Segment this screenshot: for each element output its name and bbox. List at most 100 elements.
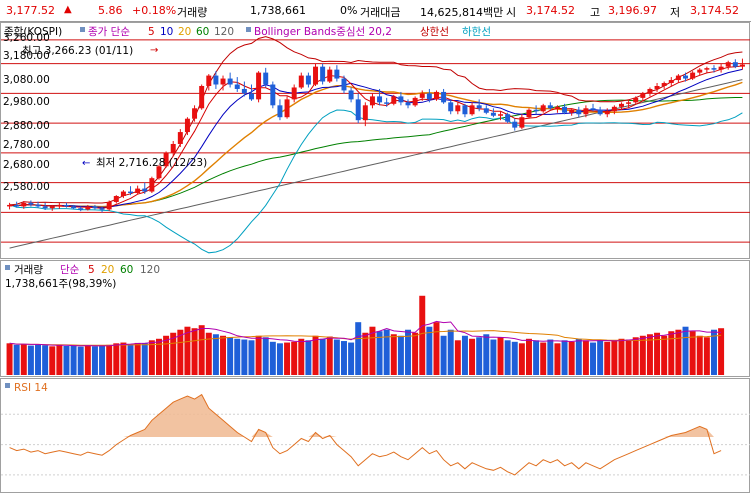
bollinger-lower-line <box>9 109 743 254</box>
volume-bar <box>291 341 298 375</box>
candle-body <box>675 75 681 81</box>
candle-body <box>263 72 269 85</box>
candle-body <box>369 96 375 106</box>
ma-5-label: 5 <box>148 26 155 38</box>
candle-body <box>348 90 354 100</box>
min-price-annotation: 최저 2,716.28 (12/23) <box>96 157 207 169</box>
rsi-panel[interactable] <box>0 378 750 493</box>
volume-bar <box>319 338 326 375</box>
volume-label: 거래량 <box>177 6 208 19</box>
volume-bar <box>127 344 134 375</box>
candle-body <box>270 84 276 106</box>
volume-bar <box>618 338 625 375</box>
candle-body <box>206 75 212 86</box>
arrow-right-icon: → <box>150 45 158 56</box>
bollinger-upper-label: 상한선 <box>420 26 449 38</box>
candle-body <box>490 112 496 116</box>
stock-chart[interactable]: 종합(KOSPI) 종가 단순 5 10 20 60 120 Bollinger… <box>0 22 751 493</box>
candle-body <box>711 68 717 70</box>
candle-body <box>384 102 390 104</box>
low-value: 3,174.52 <box>690 4 739 17</box>
volume-bar <box>433 322 440 375</box>
candlesticks <box>7 58 745 213</box>
ma-60-label: 60 <box>196 26 209 38</box>
candle-body <box>441 91 447 103</box>
candle-body <box>163 152 169 167</box>
volume-bar <box>340 341 347 375</box>
volume-bar <box>312 335 319 375</box>
volume-bar <box>561 340 568 375</box>
volume-bar <box>212 334 219 375</box>
candle-body <box>455 105 461 112</box>
volume-bar <box>575 338 582 375</box>
price-scale-label: 2,980.00 <box>3 96 50 108</box>
candle-body <box>78 208 84 210</box>
volume-bar <box>554 343 561 375</box>
price-scale-label: 2,580.00 <box>3 181 50 193</box>
price-panel[interactable] <box>0 22 750 259</box>
candle-body <box>21 202 27 207</box>
vol-ma-5-label: 5 <box>88 264 95 276</box>
open-value: 3,174.52 <box>526 4 575 17</box>
candle-body <box>313 66 319 85</box>
candle-body <box>377 96 383 103</box>
volume-bar <box>326 336 333 375</box>
open-label: 시 <box>506 6 517 19</box>
candle-body <box>718 66 724 70</box>
volume-bar <box>113 343 120 375</box>
candle-body <box>469 105 475 115</box>
candle-body <box>334 69 340 79</box>
candle-body <box>405 102 411 106</box>
volume-bar <box>27 345 34 375</box>
volume-bar <box>696 335 703 375</box>
candle-body <box>498 114 504 116</box>
candle-body <box>42 206 48 209</box>
volume-bar <box>483 334 490 375</box>
candle-body <box>277 105 283 118</box>
volume-bar <box>170 332 177 375</box>
volume-bar <box>426 326 433 375</box>
candle-body <box>227 78 233 85</box>
volume-bar <box>91 346 98 375</box>
price-scale-label: 2,780.00 <box>3 139 50 151</box>
price-change-pct: +0.18% <box>132 4 177 17</box>
candle-body <box>28 202 34 205</box>
up-triangle-icon: ▲ <box>64 4 72 15</box>
vol-ma-60-label: 60 <box>120 264 133 276</box>
candle-body <box>256 72 262 100</box>
volume-bar <box>362 332 369 375</box>
candle-body <box>149 178 155 192</box>
volume-bar <box>710 329 717 375</box>
volume-bar <box>120 342 127 375</box>
volume-bar <box>63 345 70 375</box>
candle-body <box>106 201 112 210</box>
volume-bar <box>625 339 632 375</box>
volume-bar <box>511 341 518 375</box>
candle-body <box>448 102 454 112</box>
candle-body <box>512 121 518 128</box>
candle-body <box>120 191 126 197</box>
volume-bar <box>13 344 20 375</box>
candle-body <box>412 97 418 106</box>
candle-body <box>341 78 347 91</box>
candle-body <box>583 108 589 115</box>
ma-20-line <box>9 81 743 208</box>
candle-body <box>526 109 532 118</box>
price-scale-label: 3,260.00 <box>3 32 50 44</box>
volume-bar <box>155 338 162 375</box>
ma-10-label: 10 <box>160 26 173 38</box>
volume-bar <box>269 341 276 375</box>
volume-bar <box>469 338 476 375</box>
candle-body <box>661 83 667 86</box>
volume-bar <box>490 339 497 375</box>
candle-body <box>697 69 703 73</box>
legend-square-icon <box>5 265 10 270</box>
candle-body <box>85 206 91 210</box>
header-bar: 3,177.52 ▲ 5.86 +0.18% 거래량 1,738,661 0% … <box>0 0 751 22</box>
volume-bar <box>419 295 426 375</box>
vol-ma-20-line <box>9 330 722 346</box>
volume-bar <box>504 340 511 375</box>
volume-bar <box>668 331 675 375</box>
candle-body <box>618 103 624 107</box>
bollinger-upper-line <box>9 36 743 206</box>
